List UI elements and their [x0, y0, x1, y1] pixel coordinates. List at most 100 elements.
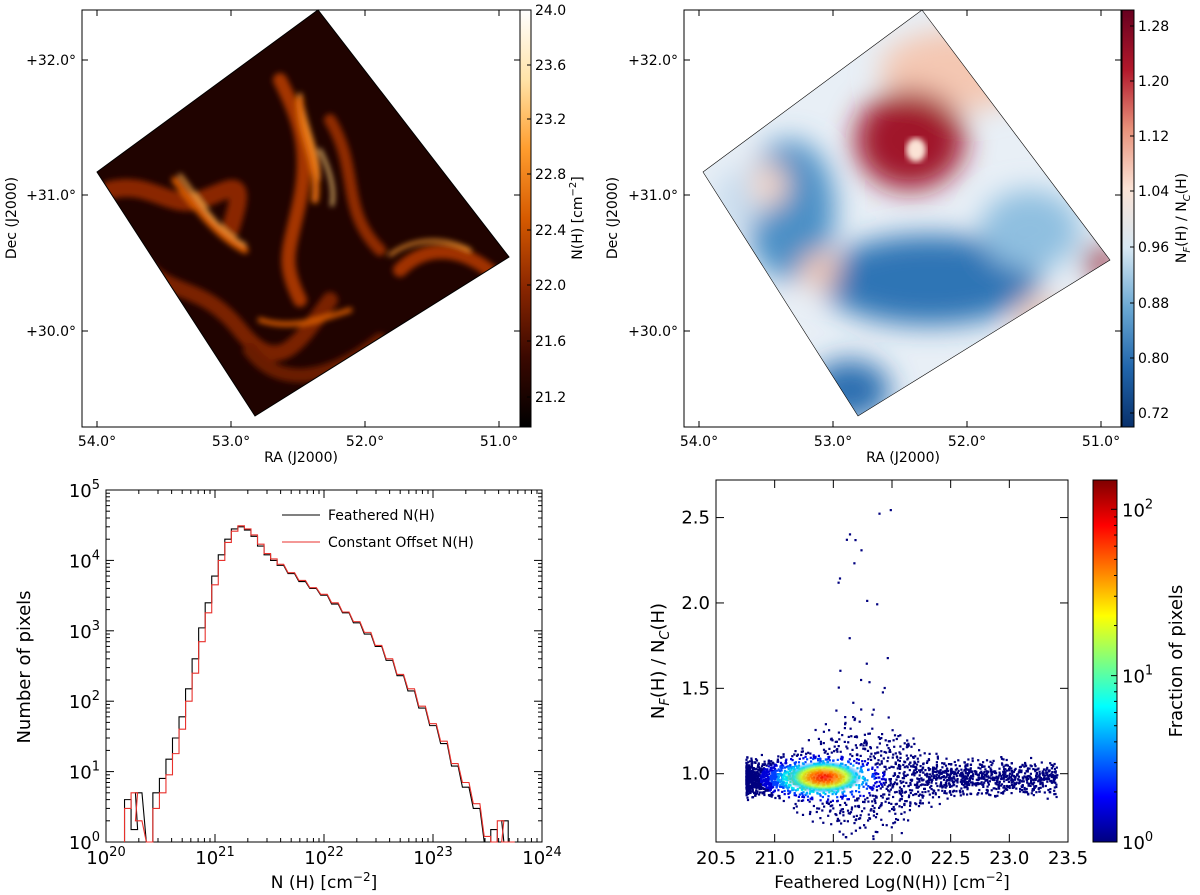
hist-series-feathered: [123, 526, 515, 843]
density-point: [936, 757, 939, 760]
density-point: [787, 786, 791, 789]
density-point: [819, 759, 822, 763]
density-point: [872, 784, 875, 787]
density-point: [807, 751, 810, 754]
density-axes: 20.5 21.0 21.5 22.0 22.5 23.0 23.5 1.0 1.5 2.0 2.5: [681, 480, 1088, 869]
density-point: [996, 779, 999, 783]
density-point: [773, 789, 776, 792]
map2-colorbar-tick: 1.28: [1138, 19, 1169, 35]
density-point: [788, 784, 791, 787]
density-point: [876, 766, 879, 769]
density-point: [863, 801, 866, 804]
density-point: [1011, 778, 1014, 781]
map1-panel: 54.0° 53.0° 52.0° 51.0° +32.0° +31.0° +30.0° 2…: [4, 3, 586, 466]
density-point: [903, 766, 906, 769]
density-point: [902, 780, 905, 783]
density-point: [747, 792, 750, 795]
density-point: [827, 795, 830, 798]
density-point: [1034, 785, 1038, 788]
density-point: [1046, 780, 1049, 783]
density-point: [955, 790, 958, 793]
density-point: [971, 773, 974, 776]
density-point: [906, 743, 909, 746]
density-point: [928, 776, 931, 779]
density-point: [1038, 775, 1041, 778]
density-point: [783, 769, 787, 772]
density-point: [808, 800, 811, 803]
density-point: [867, 800, 870, 803]
density-point: [930, 784, 933, 788]
density-point: [876, 746, 879, 749]
density-point: [773, 765, 776, 768]
density-point: [841, 795, 844, 798]
density-point: [954, 764, 957, 767]
density-point: [990, 774, 993, 777]
density-point: [864, 798, 867, 801]
map2-colorbar-label: NF(H) / NC(H): [1174, 173, 1193, 263]
density-point: [969, 763, 973, 766]
density-point: [956, 771, 959, 774]
density-point: [854, 829, 857, 832]
density-point: [1002, 791, 1005, 794]
density-point: [847, 760, 850, 763]
density-point: [795, 754, 799, 757]
density-point: [760, 780, 763, 783]
density-point: [955, 785, 958, 788]
density-point: [1025, 779, 1029, 782]
density-point: [935, 778, 938, 781]
density-point: [869, 794, 872, 797]
density-point: [985, 775, 988, 778]
density-point: [1022, 780, 1025, 783]
density-point: [903, 742, 906, 745]
density-point: [1020, 771, 1023, 774]
density-point: [1004, 771, 1007, 774]
density-point: [1026, 768, 1029, 772]
density-point: [891, 807, 894, 811]
density-point: [1009, 767, 1012, 770]
density-point: [816, 807, 819, 810]
density-point: [899, 797, 902, 801]
density-point: [865, 787, 868, 790]
density-point: [1006, 764, 1009, 767]
density-point: [872, 787, 875, 790]
density-point: [1008, 785, 1011, 788]
density-point: [899, 734, 902, 737]
density-point: [857, 787, 861, 790]
density-point: [934, 792, 937, 795]
density-point: [752, 784, 755, 787]
density-point: [809, 797, 812, 800]
density-point: [891, 756, 894, 759]
density-point: [1048, 774, 1051, 777]
density-point: [884, 765, 887, 768]
density-point: [1000, 756, 1003, 759]
density-point: [763, 771, 766, 774]
map2-colorbar-tick: 1.12: [1138, 129, 1169, 145]
density-point: [871, 804, 874, 807]
density-point: [870, 752, 873, 755]
density-point: [856, 753, 859, 756]
density-point: [919, 802, 922, 805]
density-point: [1043, 791, 1046, 794]
density-point: [873, 757, 876, 760]
density-point: [773, 775, 776, 778]
density-point: [770, 767, 773, 770]
map1-xtick-label: 51.0°: [480, 434, 518, 450]
density-point: [773, 770, 776, 773]
density-point: [871, 774, 874, 777]
density-point: [883, 783, 886, 786]
hist-xlabel: N (H) [cm−2]: [271, 870, 377, 893]
density-point: [822, 730, 825, 733]
density-point: [860, 743, 863, 746]
density-point: [881, 691, 884, 694]
density-point: [895, 737, 898, 741]
map2-panel: 54.0° 53.0° 52.0° 51.0° +32.0° +31.0° +30.0° 1…: [605, 9, 1193, 466]
density-point: [915, 784, 919, 787]
density-point: [870, 758, 873, 761]
hist-ytick-label: 101: [69, 760, 100, 784]
density-point: [944, 786, 947, 789]
hist-ytick-label: 105: [69, 478, 100, 502]
density-point: [997, 791, 1000, 794]
density-point: [767, 778, 770, 781]
density-point: [911, 778, 914, 781]
density-point: [954, 768, 957, 771]
